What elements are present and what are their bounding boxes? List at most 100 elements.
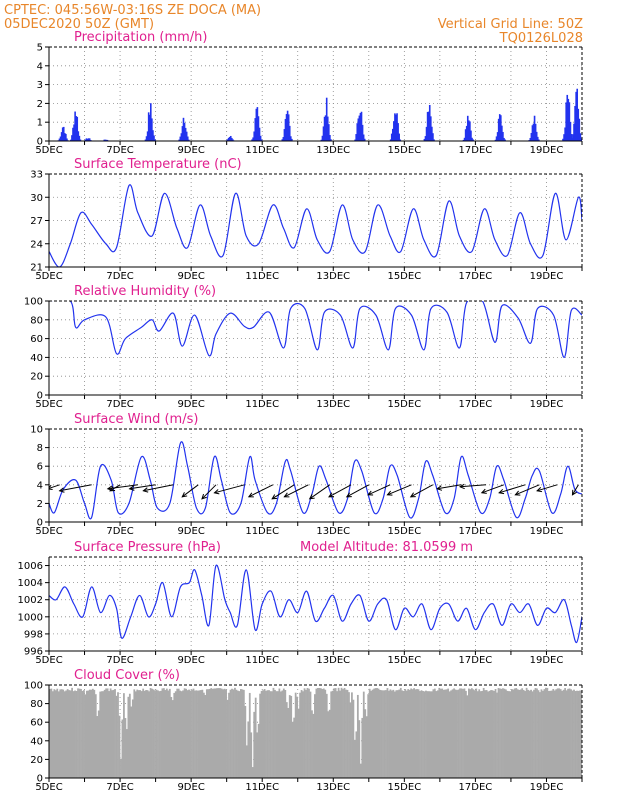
temperature-panel: 21 24 27 30 33 5DEC 7DEC 9DEC 11DEC 13DEC 15DEC 17D… <box>30 157 583 282</box>
precip-bar <box>255 108 258 141</box>
precipitation-ytick-label: 2 <box>37 99 43 110</box>
cloud-cover-bar <box>346 689 349 778</box>
precip-bar <box>256 107 259 141</box>
wind-arrowhead <box>367 490 374 496</box>
cloud-cover-bar <box>151 688 153 778</box>
cloud-cover-bar <box>339 690 341 778</box>
precip-bar <box>432 133 434 141</box>
wind-panel: 0 2 4 6 8 10 5DEC 7DEC 9DEC 11DEC 13DEC 15DEC 17DEC 1… <box>30 412 583 537</box>
precip-bar <box>70 139 72 141</box>
cloud-cover-bar <box>462 688 464 778</box>
cloud-cover-bar <box>62 689 65 778</box>
cloud-cover-bar <box>86 690 88 778</box>
cloud-cover-bar <box>176 688 179 778</box>
wind-arrowhead <box>536 486 543 493</box>
wind-xtick-label: 5DEC <box>35 526 62 537</box>
cloud-cover-bar <box>140 691 143 778</box>
pressure-xtick-label: 5DEC <box>35 655 62 666</box>
wind-ytick-label: 2 <box>37 499 43 510</box>
precip-bar <box>538 139 540 141</box>
humidity-xtick-label: 13DEC <box>316 399 350 410</box>
precip-bar <box>73 124 75 141</box>
precip-bar <box>288 125 291 141</box>
precipitation-series <box>57 88 582 141</box>
cloud-cover-bar <box>356 694 359 778</box>
pressure-ytick-label: 1000 <box>18 612 43 623</box>
precip-bar <box>322 126 325 141</box>
cloud-cover-bar <box>398 689 401 778</box>
precip-bar <box>464 129 467 141</box>
pressure-panel: 996 998 1000 1002 1004 1006 5DEC 7DEC 9DEC 11DEC 1… <box>18 540 583 666</box>
wind-xtick-label: 15DEC <box>387 526 421 537</box>
precip-bar <box>260 139 263 141</box>
precip-bar <box>498 114 501 141</box>
precip-bar <box>394 113 396 141</box>
cloud-cover-bar <box>516 689 519 778</box>
humidity-ytick-label: 100 <box>24 297 43 308</box>
precip-bar <box>290 136 292 141</box>
wind-arrowhead <box>386 490 393 496</box>
cloud-cover-bar <box>447 688 450 778</box>
precip-bar <box>181 126 184 141</box>
cloud-cover-bar <box>422 691 424 778</box>
temperature-xtick-label: 15DEC <box>387 271 421 282</box>
cloud-cover-bar <box>527 689 529 778</box>
pressure-xtick-label: 15DEC <box>387 655 421 666</box>
precip-bar <box>566 94 569 141</box>
cloud-cover-bar <box>235 689 238 778</box>
cloud-cover-bar <box>248 692 251 778</box>
cloud-cover-bar <box>179 690 182 778</box>
cloud-cover-bar <box>515 688 518 778</box>
cloud-cover-bar <box>425 690 427 778</box>
cloud-cover-bar <box>71 687 73 778</box>
cloud-cover-xtick-label: 17DEC <box>459 782 493 793</box>
temperature-xtick-label: 17DEC <box>459 271 493 282</box>
wind-vector <box>498 484 526 494</box>
cloud-cover-bar <box>576 690 578 778</box>
precip-bar <box>76 116 79 141</box>
precip-bar <box>354 139 356 141</box>
cloud-cover-bar <box>479 691 482 778</box>
cloud-cover-bar <box>80 688 82 778</box>
cloud-cover-bar <box>441 688 444 778</box>
precip-bar <box>424 136 427 141</box>
wind-ytick-label: 6 <box>37 462 43 473</box>
cloud-cover-bar <box>237 690 239 778</box>
wind-xtick-label: 11DEC <box>245 526 279 537</box>
cloud-cover-bar <box>161 688 164 778</box>
cloud-cover-bar <box>244 705 247 778</box>
cloud-cover-bar <box>105 688 108 778</box>
cloud-cover-bar <box>211 688 214 778</box>
wind-arrowhead <box>436 485 443 491</box>
cloud-cover-bar <box>420 690 423 778</box>
cloud-cover-bar <box>564 688 567 778</box>
cloud-cover-bar <box>380 690 383 778</box>
cloud-cover-ytick-label: 40 <box>30 736 43 747</box>
precip-bar <box>565 102 567 141</box>
cloud-cover-bar <box>485 690 488 778</box>
cloud-cover-bar <box>231 688 233 778</box>
cloud-cover-bar <box>167 690 170 778</box>
precip-bar <box>389 139 392 141</box>
wind-vector <box>143 484 174 492</box>
pressure-xtick-label: 11DEC <box>245 655 279 666</box>
wind-arrowhead <box>213 489 220 495</box>
precip-bar <box>463 137 466 141</box>
cloud-cover-bar <box>157 690 159 778</box>
cloud-cover-ytick-label: 0 <box>37 774 43 785</box>
pressure-xtick-label: 7DEC <box>106 655 133 666</box>
cloud-cover-bar <box>463 688 466 778</box>
precip-bar <box>469 121 471 141</box>
cloud-cover-bar <box>325 693 328 778</box>
cloud-cover-bar <box>234 687 236 778</box>
cloud-cover-bar <box>266 690 269 778</box>
cloud-cover-series <box>49 687 582 778</box>
wind-series <box>49 441 582 520</box>
cloud-cover-bar <box>305 689 307 778</box>
cloud-cover-bar <box>432 689 435 778</box>
cloud-cover-bar <box>417 689 420 778</box>
cloud-cover-bar <box>402 690 405 778</box>
precip-bar <box>287 114 290 141</box>
cloud-cover-bar <box>127 696 130 778</box>
cloud-cover-bar <box>265 690 267 778</box>
